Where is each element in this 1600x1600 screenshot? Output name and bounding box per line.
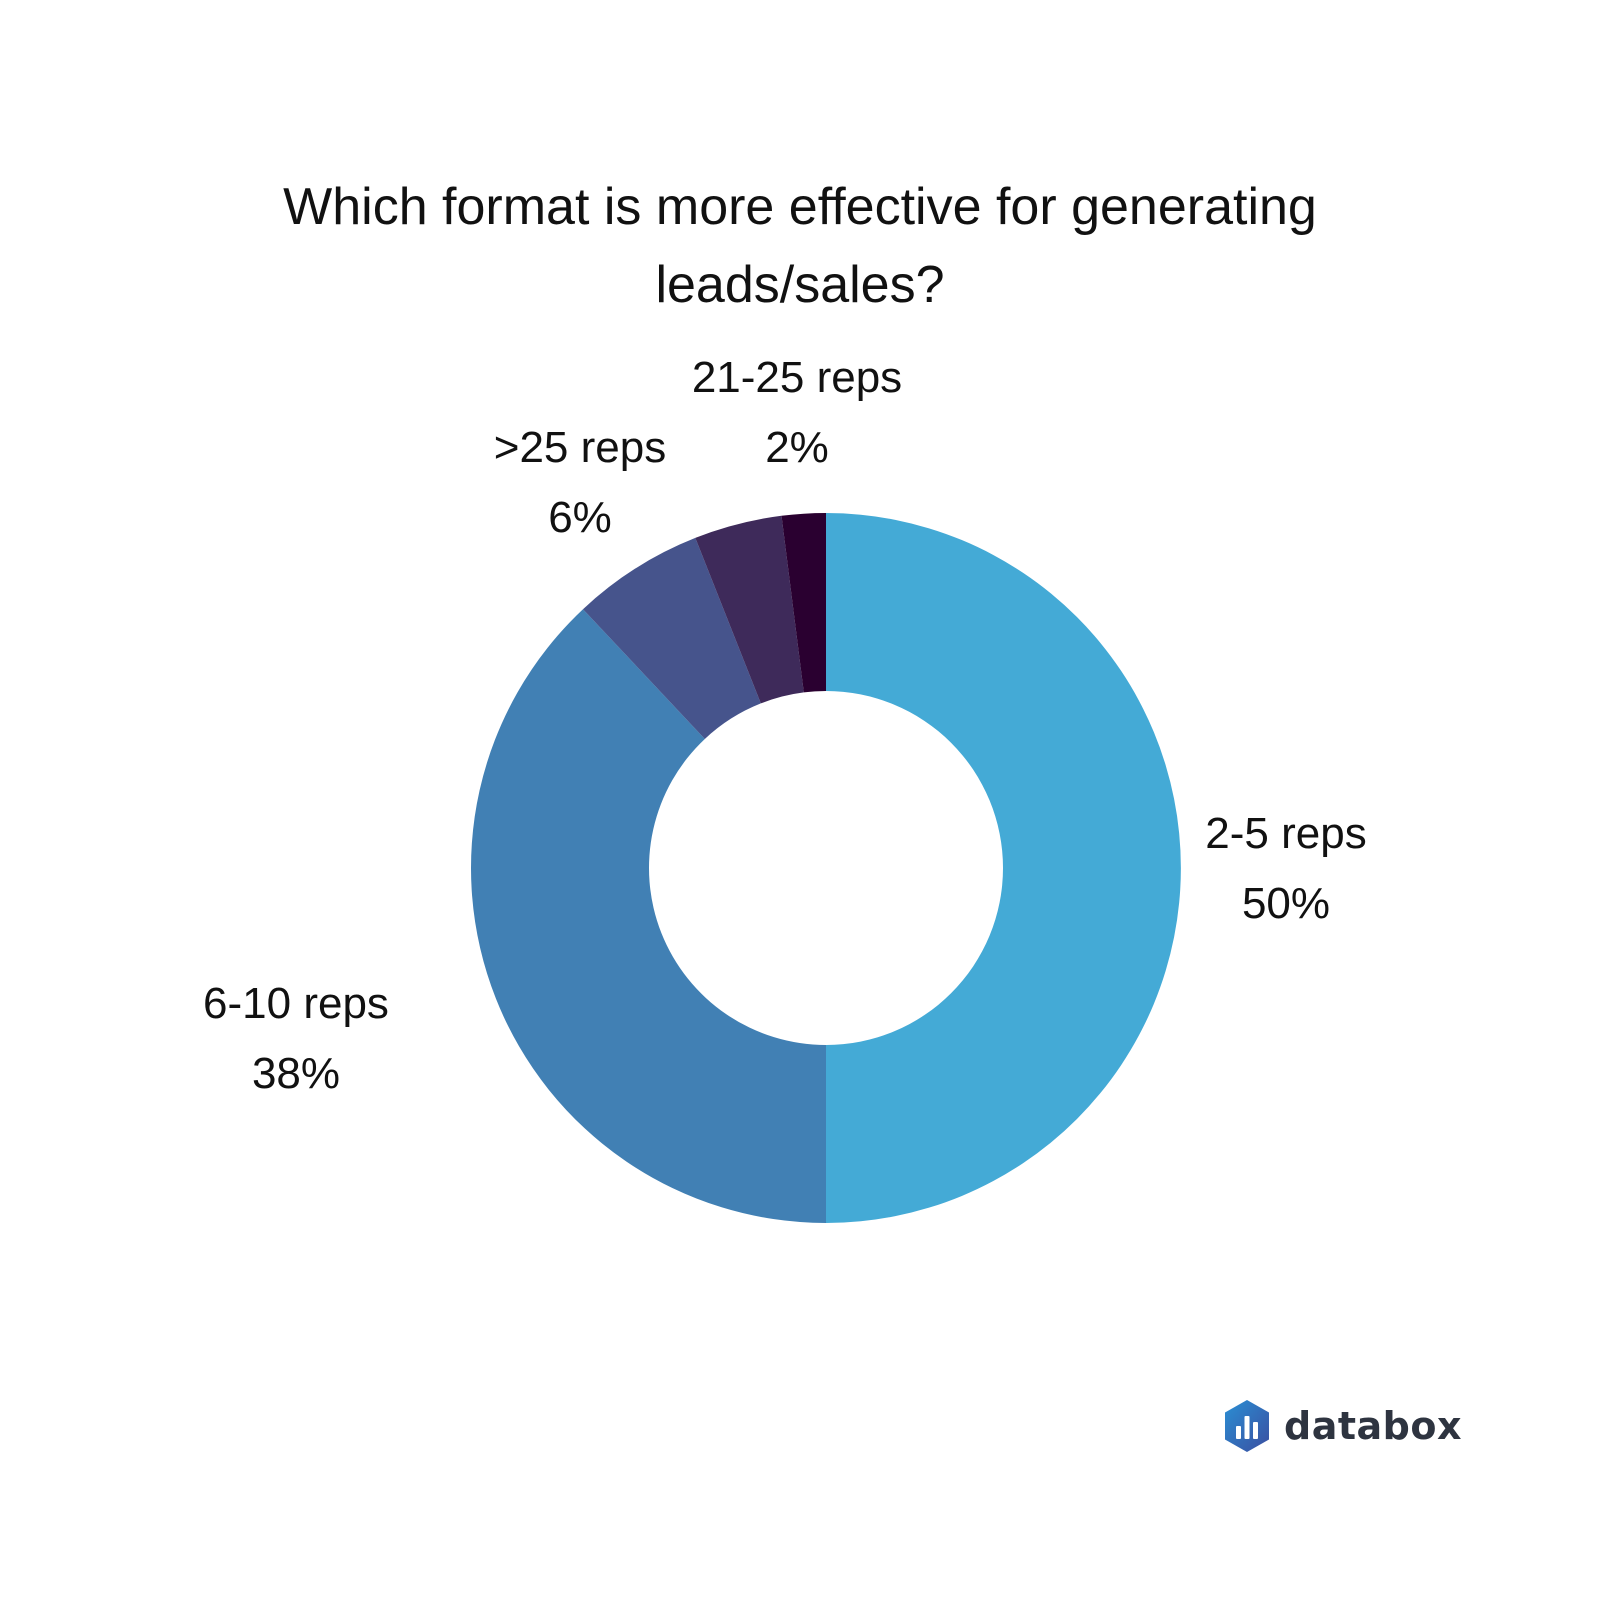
- slice-value-25-reps: 6%: [548, 493, 612, 542]
- slice-label-6-10-reps: 6-10 reps: [203, 979, 389, 1028]
- slice-value-6-10-reps: 38%: [252, 1049, 340, 1098]
- slice-21-25-reps: [781, 513, 826, 693]
- slice-6-10-reps: [471, 609, 826, 1223]
- brand-name: databox: [1284, 1404, 1462, 1448]
- databox-logo-icon: [1225, 1400, 1269, 1452]
- slice-labels: 2-5 reps 50% 6-10 reps 38% >25 reps 6% 21-25 r…: [203, 353, 1367, 1098]
- slice-value-2-5-reps: 50%: [1242, 879, 1330, 928]
- slice-2-5-reps: [826, 513, 1181, 1223]
- slice-label-2-5-reps: 2-5 reps: [1205, 809, 1366, 858]
- slice-unlabeled-3: [695, 515, 804, 704]
- slice-label-25-reps: >25 reps: [494, 423, 666, 472]
- donut-slices: [471, 513, 1181, 1223]
- slice-value-21-25-reps: 2%: [765, 423, 829, 472]
- databox-brand: databox: [1222, 1396, 1462, 1456]
- chart-title: Which format is more effective for gener…: [283, 178, 1317, 314]
- slice-25-reps: [582, 537, 761, 739]
- slice-label-21-25-reps: 21-25 reps: [692, 353, 902, 402]
